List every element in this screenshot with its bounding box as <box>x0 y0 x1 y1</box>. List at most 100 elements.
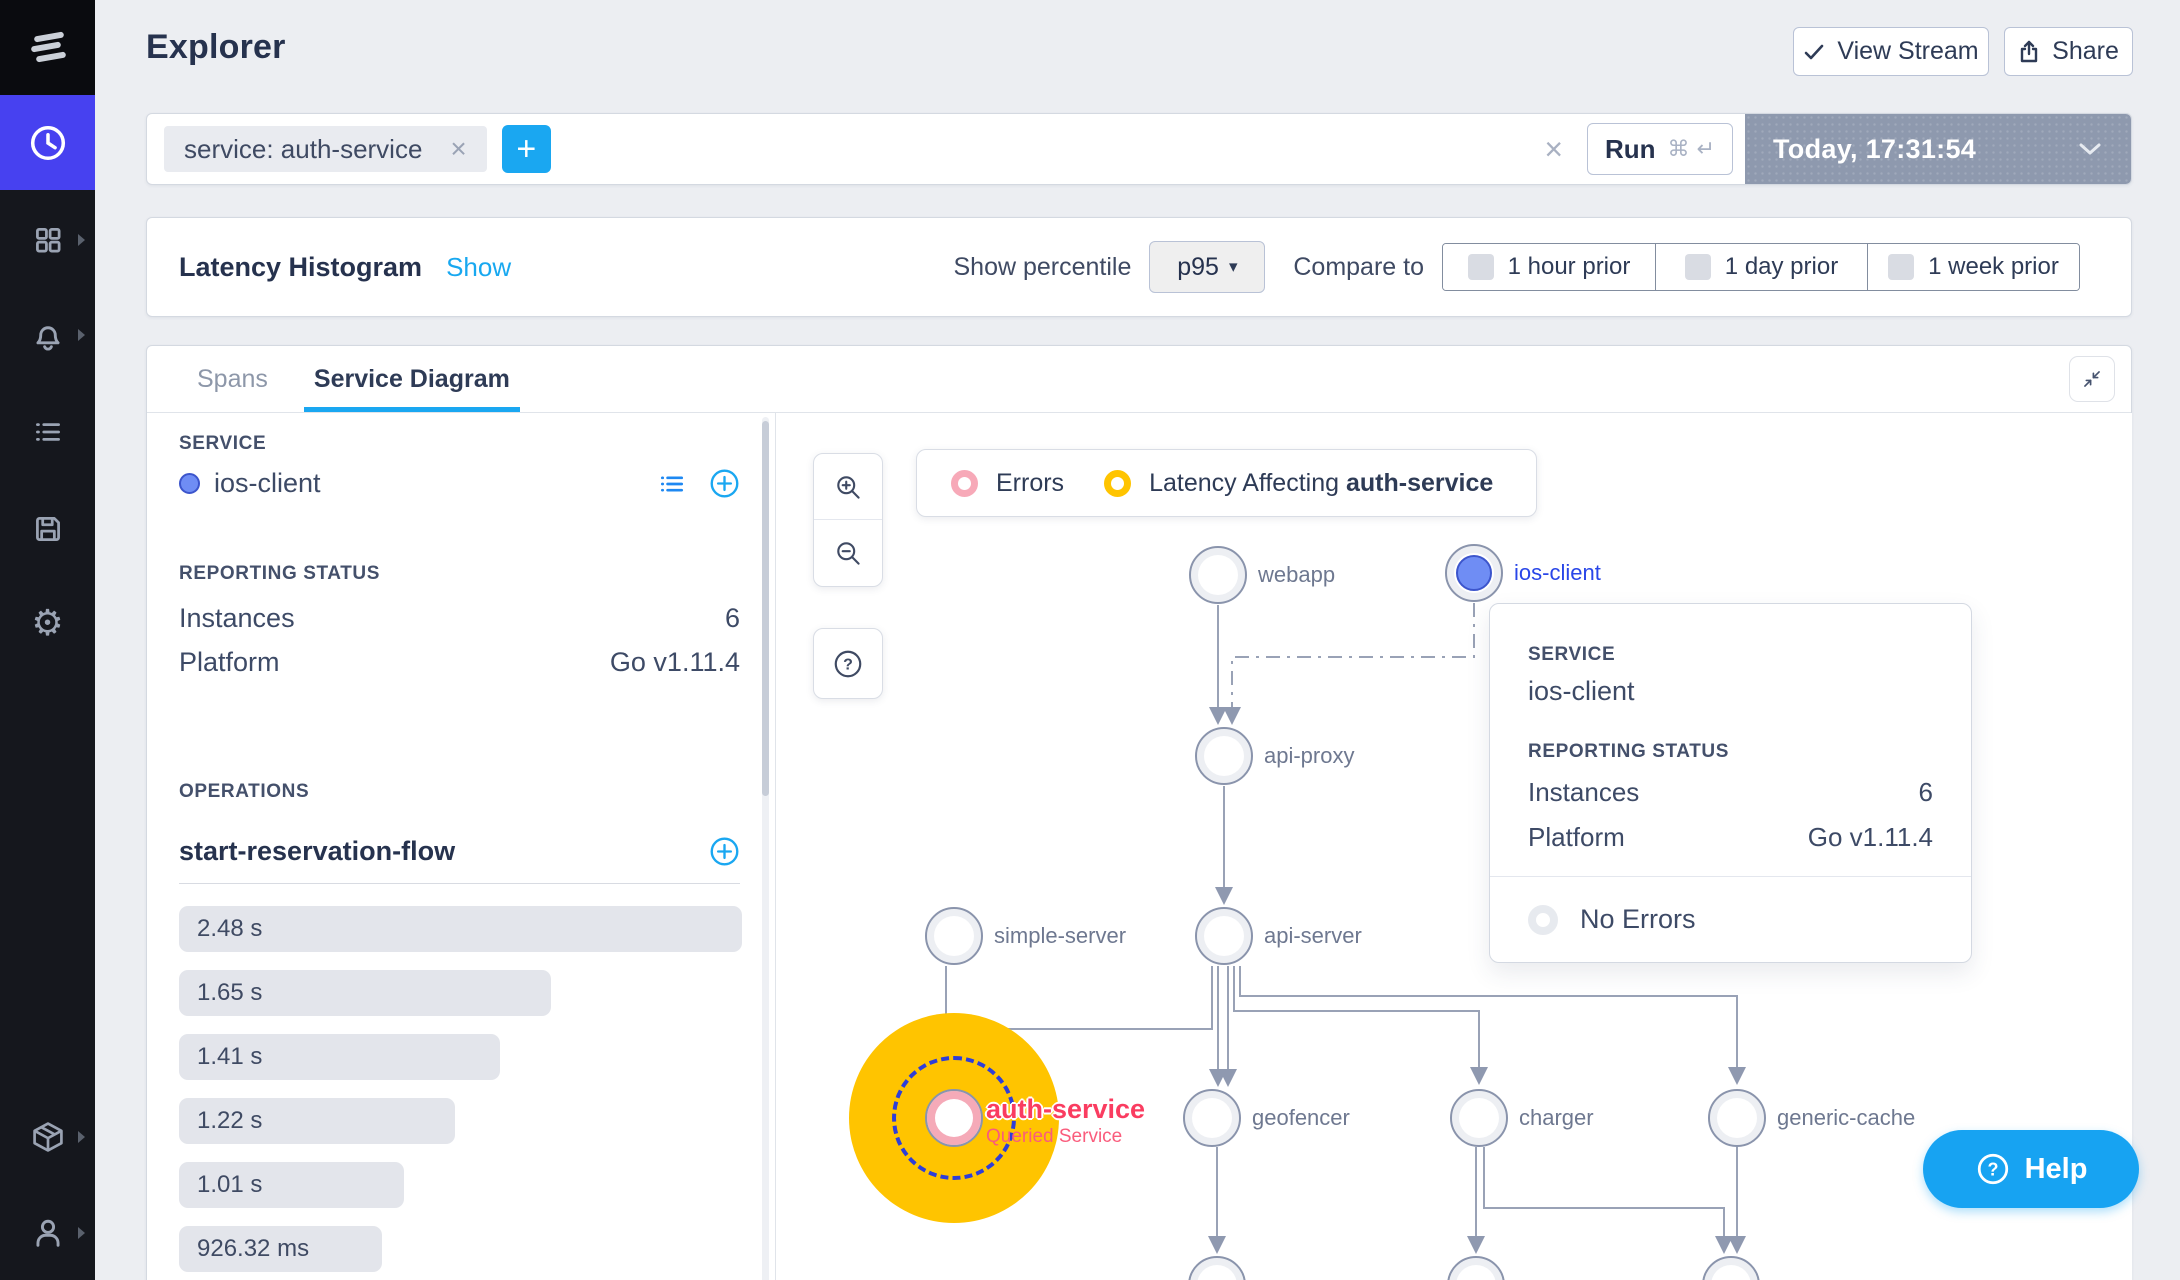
sidebar-item-settings[interactable]: ⚙ <box>0 576 95 671</box>
latency-bar-label: 1.41 s <box>197 1043 263 1070</box>
latency-bar[interactable]: 1.01 s <box>179 1162 405 1208</box>
zoom-in-button[interactable] <box>814 454 882 520</box>
node-simple-server[interactable] <box>925 907 983 965</box>
errors-legend-icon <box>951 469 978 497</box>
sidebar-item-saved[interactable] <box>0 481 95 576</box>
chevron-right-icon <box>78 1226 85 1239</box>
node-api-server-label: api-server <box>1264 923 1362 948</box>
tooltip-reporting-label: REPORTING STATUS <box>1528 741 1730 762</box>
instances-row: Instances 6 <box>179 603 740 634</box>
share-icon <box>2020 40 2038 62</box>
sidebar-item-alerts[interactable] <box>0 287 95 382</box>
query-filter-chip[interactable]: service: auth-service × <box>164 126 487 172</box>
collapse-panel-button[interactable] <box>2069 356 2115 402</box>
errors-legend-label: Errors <box>996 468 1065 497</box>
chevron-right-icon <box>78 328 85 341</box>
node-auth-service[interactable] <box>925 1089 983 1147</box>
latency-legend-icon <box>1104 469 1132 497</box>
compare-1-day-prior[interactable]: 1 day prior <box>1655 244 1867 290</box>
person-icon <box>35 1219 60 1247</box>
zoom-out-button[interactable] <box>814 520 882 586</box>
sidebar-item-account[interactable] <box>0 1185 95 1280</box>
latency-bar[interactable]: 926.32 ms <box>179 1226 382 1272</box>
node-charger[interactable] <box>1450 1089 1508 1147</box>
checkbox-icon[interactable] <box>1467 254 1494 280</box>
latency-bar-label: 1.22 s <box>197 1107 263 1134</box>
service-section-label: SERVICE <box>179 433 267 454</box>
latency-bar-label: 2.48 s <box>197 915 263 942</box>
help-button[interactable]: ? Help <box>1923 1130 2139 1208</box>
diagram-legend: Errors Latency Affecting auth-service <box>916 449 1537 517</box>
scrollbar-thumb[interactable] <box>762 421 769 796</box>
node-ios-client[interactable] <box>1445 544 1503 602</box>
view-list-icon[interactable] <box>657 469 687 499</box>
tab-spans[interactable]: Spans <box>197 346 268 412</box>
node-api-server[interactable] <box>1195 907 1253 965</box>
tooltip-platform-value: Go v1.11.4 <box>1807 822 1933 852</box>
tab-spans-label: Spans <box>197 364 268 393</box>
sidebar-item-explorer[interactable] <box>0 95 95 190</box>
question-circle-icon: ? <box>834 650 862 677</box>
operation-name: start-reservation-flow <box>179 836 456 866</box>
sidebar: ⚙ <box>0 0 95 1280</box>
collapse-icon <box>2084 371 2100 387</box>
checkbox-icon[interactable] <box>1684 254 1711 280</box>
add-filter-button[interactable]: + <box>501 125 551 173</box>
node-api-proxy[interactable] <box>1195 727 1253 785</box>
remove-filter-icon[interactable]: × <box>450 133 467 164</box>
selected-service-dot <box>1456 555 1492 591</box>
compare-1-hour-prior[interactable]: 1 hour prior <box>1443 244 1655 290</box>
svg-text:?: ? <box>1987 1159 1998 1179</box>
latency-bar[interactable]: 1.65 s <box>179 970 551 1016</box>
share-button[interactable]: Share <box>2004 27 2133 76</box>
node-generic-cache[interactable] <box>1708 1089 1766 1147</box>
queried-service-sublabel: Queried Service <box>986 1126 1123 1147</box>
service-name: ios-client <box>214 468 321 498</box>
service-color-dot <box>179 473 200 494</box>
sidebar-item-streams[interactable] <box>0 384 95 479</box>
node-generic-cache-label: generic-cache <box>1777 1105 1916 1130</box>
latency-bar[interactable]: 2.48 s <box>179 906 742 952</box>
view-stream-button[interactable]: View Stream <box>1793 27 1989 76</box>
latency-bar[interactable]: 1.22 s <box>179 1098 455 1144</box>
explorer-main-card: Spans Service Diagram SERVICE ios-client <box>146 345 2132 1280</box>
show-histogram-link[interactable]: Show <box>446 251 512 282</box>
node-webapp[interactable] <box>1189 546 1247 604</box>
chevron-right-icon <box>78 233 85 246</box>
add-to-query-icon[interactable] <box>709 468 740 499</box>
divider <box>1490 876 1971 877</box>
apps-grid-icon <box>35 227 60 252</box>
tooltip-instances-label: Instances <box>1528 777 1640 807</box>
show-percentile-label: Show percentile <box>953 252 1132 281</box>
diagram-help-button[interactable]: ? <box>813 628 883 699</box>
sidebar-item-packages[interactable] <box>0 1089 95 1184</box>
lightstep-logo[interactable] <box>0 0 95 95</box>
run-button[interactable]: Run ⌘ ↵ <box>1587 123 1733 175</box>
sidebar-item-dashboards[interactable] <box>0 192 95 287</box>
percentile-select[interactable]: p95 ▾ <box>1149 241 1266 293</box>
help-question-icon: ? <box>1977 1153 2008 1185</box>
latency-histogram-bar: Latency Histogram Show Show percentile p… <box>146 217 2132 317</box>
add-operation-icon[interactable] <box>709 836 740 867</box>
tooltip-no-errors-row: No Errors <box>1528 904 1696 935</box>
instances-label: Instances <box>179 603 295 633</box>
zoom-controls <box>813 453 883 587</box>
node-geofencer[interactable] <box>1183 1089 1241 1147</box>
compare-option-label: 1 week prior <box>1928 253 2059 280</box>
list-icon <box>35 422 60 441</box>
tab-service-diagram[interactable]: Service Diagram <box>303 346 520 412</box>
tooltip-instances-row: Instances 6 <box>1528 777 1933 808</box>
save-icon <box>35 516 60 541</box>
time-range-picker[interactable]: Today, 17:31:54 <box>1745 114 2131 184</box>
query-filter-text: service: auth-service <box>184 133 423 164</box>
compare-1-week-prior[interactable]: 1 week prior <box>1867 244 2079 290</box>
clear-query-icon[interactable]: × <box>1544 130 1563 167</box>
latency-bar[interactable]: 1.41 s <box>179 1034 500 1080</box>
selected-node-ring <box>892 1056 1016 1180</box>
caret-down-icon: ▾ <box>1228 257 1238 276</box>
checkbox-icon[interactable] <box>1888 254 1915 280</box>
scrollbar-track[interactable] <box>762 417 769 1280</box>
service-diagram-canvas[interactable]: ? Errors Latency Affecting auth-service … <box>776 413 2132 1280</box>
instances-value: 6 <box>724 603 740 633</box>
run-label: Run <box>1605 133 1656 164</box>
